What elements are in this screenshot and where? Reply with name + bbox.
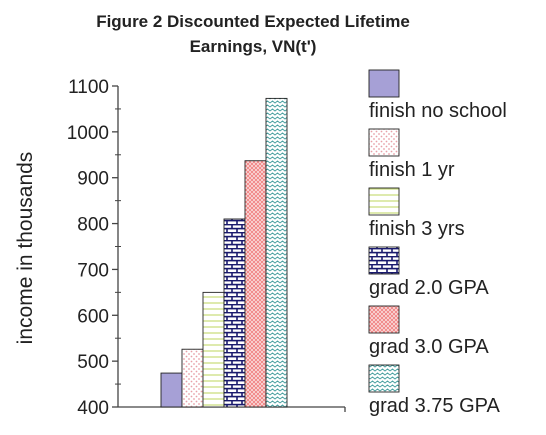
y-tick-label: 900 — [77, 169, 109, 190]
bar-grad-2-0-gpa — [223, 218, 246, 408]
legend-label: grad 3.75 GPA — [369, 395, 500, 417]
y-axis-ticks: 400 500 600 700 800 900 1000 1100 — [67, 77, 121, 419]
y-tick-label: 800 — [77, 215, 109, 236]
bar-grad-3-0-gpa — [244, 160, 267, 408]
legend-swatch — [368, 305, 400, 334]
y-tick-label: 400 — [77, 398, 109, 419]
bar-finish-3-yrs — [202, 291, 225, 408]
bar-grad-3-75-gpa — [265, 97, 288, 408]
y-tick-label: 1000 — [67, 123, 109, 144]
legend-swatch — [368, 187, 400, 216]
legend-swatch — [368, 364, 400, 393]
bar-finish-no-school — [160, 372, 183, 408]
y-tick-label: 1100 — [68, 77, 109, 98]
y-axis-label: income in thousands — [14, 152, 37, 345]
legend: finish no school finish 1 yr finish 3 yrs g… — [368, 69, 507, 417]
y-tick-label: 500 — [77, 352, 109, 373]
plot-area — [117, 86, 346, 412]
y-tick-label: 600 — [77, 306, 109, 327]
y-tick-label: 700 — [77, 260, 109, 281]
legend-label: grad 3.0 GPA — [369, 336, 489, 358]
legend-label: grad 2.0 GPA — [369, 277, 489, 299]
legend-swatch — [368, 128, 400, 157]
bar-finish-1-yr — [181, 348, 204, 408]
chart-title: Figure 2 Discounted Expected Lifetime — [96, 12, 410, 31]
chart-subtitle: Earnings, VN(t') — [190, 37, 317, 56]
legend-label: finish 1 yr — [369, 159, 455, 181]
legend-swatch — [368, 246, 400, 275]
legend-label: finish no school — [369, 100, 507, 122]
legend-label: finish 3 yrs — [369, 218, 465, 240]
legend-swatch — [368, 69, 400, 98]
